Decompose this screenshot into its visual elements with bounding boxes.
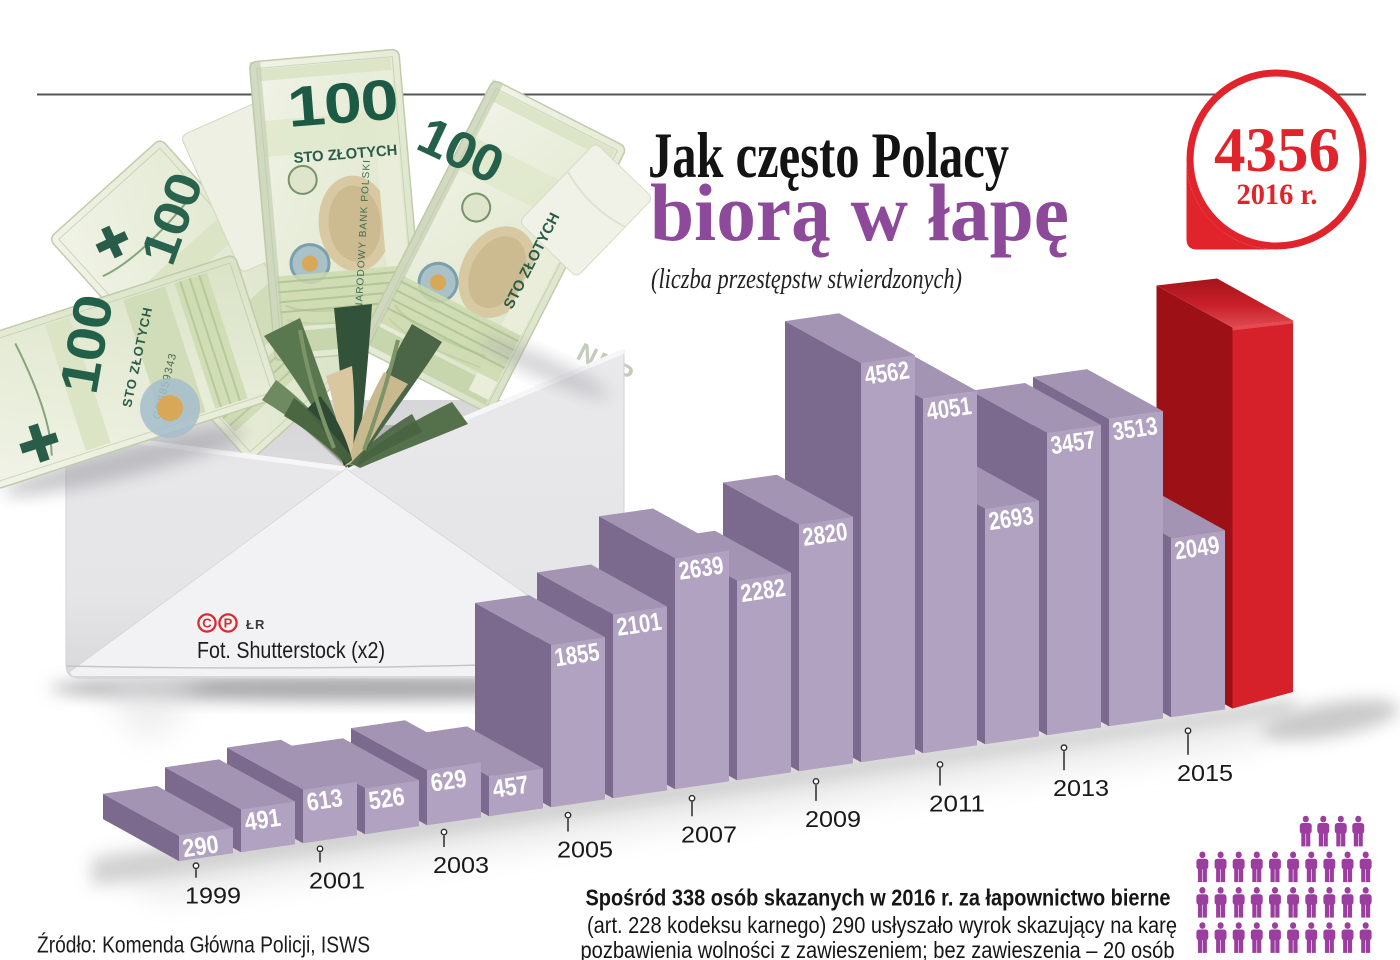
svg-text:2820: 2820 (801, 518, 850, 552)
svg-text:(art. 228 kodeksu karnego) 290: (art. 228 kodeksu karnego) 290 usłyszało… (587, 912, 1177, 938)
svg-text:Fot. Shutterstock (x2): Fot. Shutterstock (x2) (197, 637, 385, 663)
svg-text:2282: 2282 (739, 574, 788, 608)
svg-text:2005: 2005 (557, 837, 613, 863)
svg-text:613: 613 (305, 784, 345, 817)
svg-text:3513: 3513 (1111, 412, 1160, 446)
svg-text:100: 100 (285, 68, 400, 140)
svg-text:biorą w łapę: biorą w łapę (650, 167, 1069, 258)
svg-text:2049: 2049 (1173, 531, 1222, 565)
svg-text:4356: 4356 (1214, 114, 1340, 185)
svg-text:Spośród 338 osób skazanych w 2: Spośród 338 osób skazanych w 2016 r. za … (586, 885, 1171, 911)
svg-text:2639: 2639 (677, 552, 726, 586)
svg-text:526: 526 (367, 783, 407, 816)
svg-text:1855: 1855 (553, 638, 602, 672)
svg-text:ŁR: ŁR (246, 617, 265, 632)
svg-text:Jak często Polacy: Jak często Polacy (648, 120, 1009, 192)
svg-text:2016 r.: 2016 r. (1237, 178, 1318, 211)
svg-text:2007: 2007 (681, 821, 737, 847)
svg-text:457: 457 (491, 771, 531, 804)
svg-text:2015: 2015 (1177, 760, 1233, 786)
svg-text:4562: 4562 (863, 356, 912, 390)
svg-text:Źródło: Komenda Główna Policji: Źródło: Komenda Główna Policji, ISWS (37, 932, 370, 958)
svg-text:2101: 2101 (615, 608, 664, 642)
svg-text:2011: 2011 (929, 791, 985, 817)
svg-text:C: C (202, 616, 212, 631)
svg-text:3457: 3457 (1049, 426, 1098, 460)
svg-text:491: 491 (243, 804, 283, 837)
svg-text:2003: 2003 (433, 852, 489, 878)
svg-text:2013: 2013 (1053, 775, 1109, 801)
svg-text:2001: 2001 (309, 867, 365, 893)
svg-text:1999: 1999 (185, 883, 241, 909)
svg-text:290: 290 (181, 830, 221, 863)
svg-text:P: P (224, 616, 233, 631)
svg-text:(liczba przestępstw stwierdzon: (liczba przestępstw stwierdzonych) (651, 263, 962, 295)
svg-text:4051: 4051 (925, 392, 974, 426)
svg-text:pozbawienia wolności z zawiesz: pozbawienia wolności z zawieszeniem; bez… (581, 937, 1175, 960)
svg-text:2009: 2009 (805, 806, 861, 832)
svg-text:629: 629 (429, 765, 469, 798)
svg-text:2693: 2693 (987, 502, 1036, 536)
